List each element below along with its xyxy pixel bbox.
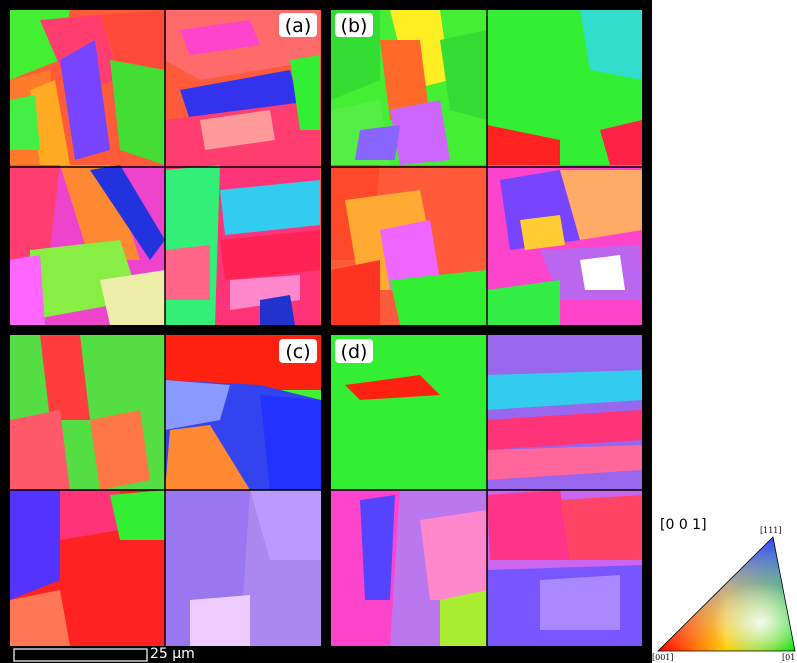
panel-label-a-text: (a) — [285, 15, 311, 37]
ipf-color-key — [657, 536, 796, 652]
panel-label-d-text: (d) — [341, 341, 368, 363]
ipf-corner-001: [001] — [652, 653, 674, 662]
ipf-corner-111: [111] — [760, 526, 782, 535]
panel-label-b: (b) — [335, 13, 373, 37]
scale-bar — [0, 646, 652, 663]
panel-label-b-text: (b) — [341, 15, 368, 37]
panel-c-boundaries — [10, 335, 321, 646]
panel-label-c-text: (c) — [285, 341, 310, 363]
ipf-corner-101: [01 — [782, 653, 796, 662]
ipf-direction-label: [0 0 1] — [660, 517, 707, 533]
panel-d-boundaries — [331, 335, 642, 646]
panel-a-boundaries — [10, 10, 321, 325]
scale-bar-label: 25 µm — [150, 646, 195, 662]
panel-b-boundaries — [331, 10, 642, 325]
panel-label-d: (d) — [335, 339, 373, 363]
panel-label-c: (c) — [279, 339, 317, 363]
panel-label-a: (a) — [279, 13, 317, 37]
